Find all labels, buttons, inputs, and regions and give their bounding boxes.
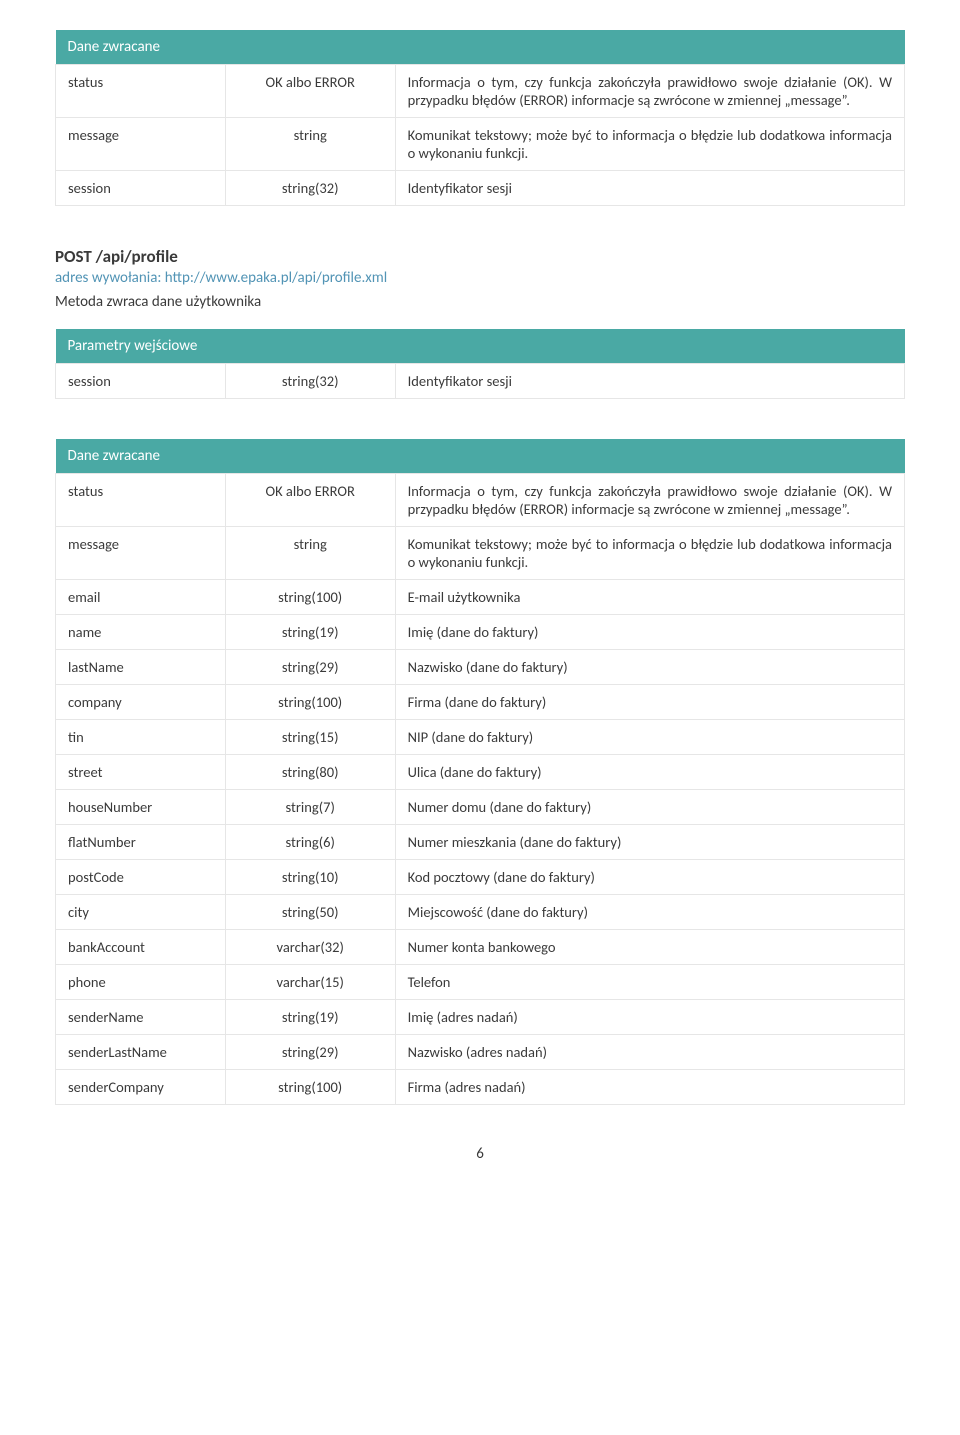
cell-name: street — [56, 755, 226, 790]
table-row: message string Komunikat tekstowy; może … — [56, 118, 905, 171]
cell-type: string(6) — [225, 825, 395, 860]
cell-name: bankAccount — [56, 930, 226, 965]
cell-name: phone — [56, 965, 226, 1000]
cell-type: varchar(15) — [225, 965, 395, 1000]
cell-desc: NIP (dane do faktury) — [395, 720, 904, 755]
cell-desc: Informacja o tym, czy funkcja zakończyła… — [395, 65, 904, 118]
cell-name: senderCompany — [56, 1070, 226, 1105]
cell-desc: Nazwisko (dane do faktury) — [395, 650, 904, 685]
section-post-api-profile: POST /api/profile adres wywołania: http:… — [55, 246, 905, 311]
cell-desc: Imię (adres nadań) — [395, 1000, 904, 1035]
table-row: bankAccountvarchar(32)Numer konta bankow… — [56, 930, 905, 965]
table-row: senderLastNamestring(29)Nazwisko (adres … — [56, 1035, 905, 1070]
table3-header: Dane zwracane — [56, 439, 905, 474]
cell-desc: Miejscowość (dane do faktury) — [395, 895, 904, 930]
cell-type: string(7) — [225, 790, 395, 825]
table-row: namestring(19)Imię (dane do faktury) — [56, 615, 905, 650]
cell-desc: E-mail użytkownika — [395, 580, 904, 615]
cell-name: session — [56, 171, 226, 206]
cell-desc: Nazwisko (adres nadań) — [395, 1035, 904, 1070]
cell-type: string — [225, 118, 395, 171]
cell-name: message — [56, 118, 226, 171]
cell-desc: Imię (dane do faktury) — [395, 615, 904, 650]
table-row: houseNumberstring(7)Numer domu (dane do … — [56, 790, 905, 825]
cell-desc: Informacja o tym, czy funkcja zakończyła… — [395, 474, 904, 527]
cell-name: status — [56, 65, 226, 118]
cell-name: name — [56, 615, 226, 650]
cell-name: senderLastName — [56, 1035, 226, 1070]
cell-name: session — [56, 364, 226, 399]
cell-desc: Telefon — [395, 965, 904, 1000]
cell-name: tin — [56, 720, 226, 755]
table2-header: Parametry wejściowe — [56, 329, 905, 364]
table-row: lastNamestring(29)Nazwisko (dane do fakt… — [56, 650, 905, 685]
cell-desc: Numer konta bankowego — [395, 930, 904, 965]
table-row: messagestringKomunikat tekstowy; może by… — [56, 527, 905, 580]
cell-type: string — [225, 527, 395, 580]
cell-name: email — [56, 580, 226, 615]
table-row: citystring(50)Miejscowość (dane do faktu… — [56, 895, 905, 930]
section-desc: Metoda zwraca dane użytkownika — [55, 293, 905, 311]
cell-type: string(19) — [225, 1000, 395, 1035]
table-row: postCodestring(10)Kod pocztowy (dane do … — [56, 860, 905, 895]
table-dane-zwracane-1: Dane zwracane status OK albo ERROR Infor… — [55, 30, 905, 206]
section-url: adres wywołania: http://www.epaka.pl/api… — [55, 269, 905, 287]
cell-name: company — [56, 685, 226, 720]
cell-name: houseNumber — [56, 790, 226, 825]
cell-name: lastName — [56, 650, 226, 685]
table-row: emailstring(100)E-mail użytkownika — [56, 580, 905, 615]
table-row: phonevarchar(15)Telefon — [56, 965, 905, 1000]
cell-name: message — [56, 527, 226, 580]
table-parametry-wejsciowe: Parametry wejściowe session string(32) I… — [55, 329, 905, 399]
table-row: streetstring(80)Ulica (dane do faktury) — [56, 755, 905, 790]
page-number: 6 — [55, 1145, 905, 1163]
cell-type: string(32) — [225, 171, 395, 206]
table-row: companystring(100)Firma (dane do faktury… — [56, 685, 905, 720]
cell-desc: Numer domu (dane do faktury) — [395, 790, 904, 825]
table-row: status OK albo ERROR Informacja o tym, c… — [56, 65, 905, 118]
cell-desc: Komunikat tekstowy; może być to informac… — [395, 118, 904, 171]
table-row: flatNumberstring(6)Numer mieszkania (dan… — [56, 825, 905, 860]
cell-type: varchar(32) — [225, 930, 395, 965]
cell-desc: Komunikat tekstowy; może być to informac… — [395, 527, 904, 580]
table-dane-zwracane-2: Dane zwracane statusOK albo ERRORInforma… — [55, 439, 905, 1105]
cell-desc: Ulica (dane do faktury) — [395, 755, 904, 790]
cell-type: string(10) — [225, 860, 395, 895]
cell-name: city — [56, 895, 226, 930]
cell-desc: Kod pocztowy (dane do faktury) — [395, 860, 904, 895]
cell-type: OK albo ERROR — [225, 474, 395, 527]
cell-type: string(50) — [225, 895, 395, 930]
cell-type: string(15) — [225, 720, 395, 755]
cell-type: string(100) — [225, 580, 395, 615]
cell-desc: Numer mieszkania (dane do faktury) — [395, 825, 904, 860]
cell-type: OK albo ERROR — [225, 65, 395, 118]
table-row: tinstring(15)NIP (dane do faktury) — [56, 720, 905, 755]
cell-desc: Firma (dane do faktury) — [395, 685, 904, 720]
cell-desc: Identyfikator sesji — [395, 364, 904, 399]
cell-type: string(32) — [225, 364, 395, 399]
cell-desc: Identyfikator sesji — [395, 171, 904, 206]
cell-name: flatNumber — [56, 825, 226, 860]
cell-type: string(29) — [225, 1035, 395, 1070]
cell-name: postCode — [56, 860, 226, 895]
section-title: POST /api/profile — [55, 246, 905, 267]
cell-type: string(100) — [225, 1070, 395, 1105]
table-row: statusOK albo ERRORInformacja o tym, czy… — [56, 474, 905, 527]
cell-type: string(80) — [225, 755, 395, 790]
cell-name: senderName — [56, 1000, 226, 1035]
table-row: senderCompanystring(100)Firma (adres nad… — [56, 1070, 905, 1105]
cell-type: string(19) — [225, 615, 395, 650]
table1-header: Dane zwracane — [56, 30, 905, 65]
cell-name: status — [56, 474, 226, 527]
cell-type: string(100) — [225, 685, 395, 720]
table-row: session string(32) Identyfikator sesji — [56, 171, 905, 206]
table-row: session string(32) Identyfikator sesji — [56, 364, 905, 399]
cell-desc: Firma (adres nadań) — [395, 1070, 904, 1105]
cell-type: string(29) — [225, 650, 395, 685]
table-row: senderNamestring(19)Imię (adres nadań) — [56, 1000, 905, 1035]
